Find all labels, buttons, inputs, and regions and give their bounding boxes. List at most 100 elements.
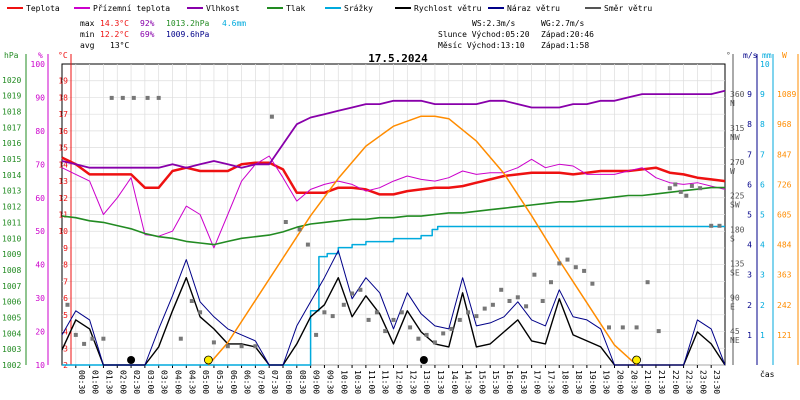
tick-label-ms: 3 (747, 271, 752, 280)
wind-direction-point (391, 317, 396, 322)
legend: Teplota Přízemní teplota Vlhkost Tlak Srážky… (7, 4, 652, 13)
x-tick-label: 20:00 (616, 370, 625, 394)
x-tick-label: 08:30 (298, 370, 307, 394)
legend-label: Náraz větru (507, 4, 560, 13)
tick-label-degc: 15 (58, 144, 68, 153)
info-wg: WG:2.7m/s (541, 19, 585, 28)
left-axes: hPa% °C1020101910181017101610151014101310… (2, 51, 72, 370)
tick-label-wm2: 121 (777, 331, 792, 340)
info-moon-set: Západ:1:58 (541, 41, 589, 50)
series-layer (61, 89, 726, 366)
x-tick-label: 21:30 (657, 370, 666, 394)
wind-direction-point (457, 317, 462, 322)
wind-direction-point (441, 331, 446, 336)
wind-direction-point (297, 227, 302, 232)
tick-label-ms: 5 (747, 211, 752, 220)
tick-label-dir-compass: SW (730, 201, 740, 210)
tick-label-ms: 7 (747, 150, 752, 159)
wind-direction-point (607, 325, 611, 330)
tick-label-mm: 8 (760, 120, 765, 129)
tick-label-degc: 16 (58, 127, 68, 136)
legend-label: Přízemní teplota (93, 4, 170, 13)
tick-label-hpa: 1003 (2, 345, 21, 354)
wind-direction-point (540, 299, 545, 303)
wind-direction-point (156, 95, 161, 100)
series-line-p-zemn-teplota (61, 155, 726, 249)
tick-label-pct: 60 (35, 194, 45, 203)
wind-direction-point (499, 287, 504, 292)
x-tick-label: 14:30 (464, 370, 473, 394)
tick-label-ms: 2 (747, 301, 752, 310)
x-tick-label: 11:00 (367, 370, 376, 394)
wind-direction-point (689, 183, 694, 188)
x-tick-label: 13:00 (422, 370, 431, 394)
x-tick-label: 03:30 (160, 370, 169, 394)
x-tick-label: 22:00 (671, 370, 680, 394)
tick-label-mm: 9 (760, 90, 765, 99)
tick-label-pct: 100 (31, 60, 46, 69)
tick-label-mm: 10 (760, 60, 770, 69)
tick-label-hpa: 1019 (2, 92, 21, 101)
x-tick-label: 16:30 (519, 370, 528, 394)
tick-label-mm: 5 (760, 211, 765, 220)
wind-direction-point (189, 299, 194, 303)
x-axis: 00:30 01:00 01:30 02:00 02:30 03:00 03:30 04:00… (75, 365, 775, 394)
x-tick-label: 06:30 (243, 370, 252, 394)
legend-label: Teplota (26, 4, 60, 13)
legend-label: Srážky (344, 4, 373, 13)
tick-label-degc: 5 (63, 311, 68, 320)
x-tick-label: 23:30 (712, 370, 721, 394)
x-tick-label: 18:00 (560, 370, 569, 394)
stats-max-hum: 92% (140, 19, 155, 28)
series-line-vlhkost (61, 89, 726, 169)
x-tick-label: 05:30 (215, 370, 224, 394)
tick-label-dir: 180 (730, 226, 745, 235)
x-tick-label: 09:00 (312, 370, 321, 394)
tick-label-ms: 6 (747, 180, 752, 189)
wind-direction-point (305, 242, 310, 247)
wind-direction-point (432, 340, 437, 345)
wind-direction-point (634, 325, 639, 330)
tick-label-degc: 9 (63, 244, 68, 253)
x-tick-label: 04:30 (187, 370, 196, 394)
axis-unit-mm: mm (762, 51, 772, 60)
wind-direction-point (532, 272, 537, 277)
x-axis-label: čas (760, 369, 775, 379)
stats-min-temp: 12.2°C (100, 30, 129, 39)
tick-label-wm2: 484 (777, 241, 792, 250)
wind-direction-point (524, 304, 529, 309)
x-tick-label: 18:30 (574, 370, 583, 394)
tick-label-degc: 18 (58, 93, 68, 102)
tick-label-dir-compass: S (730, 235, 735, 244)
tick-label-hpa: 1010 (2, 234, 21, 243)
tick-label-hpa: 1011 (2, 218, 21, 227)
tick-label-hpa: 1005 (2, 313, 21, 322)
tick-label-hpa: 1020 (2, 76, 21, 85)
series-line-tlak (61, 186, 725, 246)
tick-label-ms: 9 (747, 90, 752, 99)
info-sun: Slunce Východ:05:20 (438, 30, 530, 39)
wind-direction-point (178, 336, 183, 341)
x-tick-label: 19:30 (602, 370, 611, 394)
wind-direction-point (366, 317, 371, 322)
legend-label: Tlak (286, 4, 305, 13)
tick-label-degc: 6 (63, 294, 68, 303)
tick-label-wm2: 363 (777, 271, 792, 280)
wind-direction-point (383, 329, 388, 334)
tick-label-dir-compass: E (730, 302, 735, 311)
wind-direction-point (490, 302, 495, 307)
wind-direction-point (358, 287, 363, 292)
tick-label-wm2: 726 (777, 180, 792, 189)
tick-label-hpa: 1016 (2, 139, 21, 148)
wind-direction-point (322, 310, 327, 315)
tick-label-dir-compass: N (730, 99, 735, 108)
x-tick-label: 22:30 (685, 370, 694, 394)
wind-direction-point (667, 186, 672, 191)
wind-direction-point (573, 265, 578, 270)
stats-min-label: min (80, 30, 95, 39)
series-line-teplota (61, 156, 726, 196)
tick-label-mm: 2 (760, 301, 765, 310)
x-tick-label: 15:30 (491, 370, 500, 394)
x-tick-label: 02:30 (132, 370, 141, 394)
